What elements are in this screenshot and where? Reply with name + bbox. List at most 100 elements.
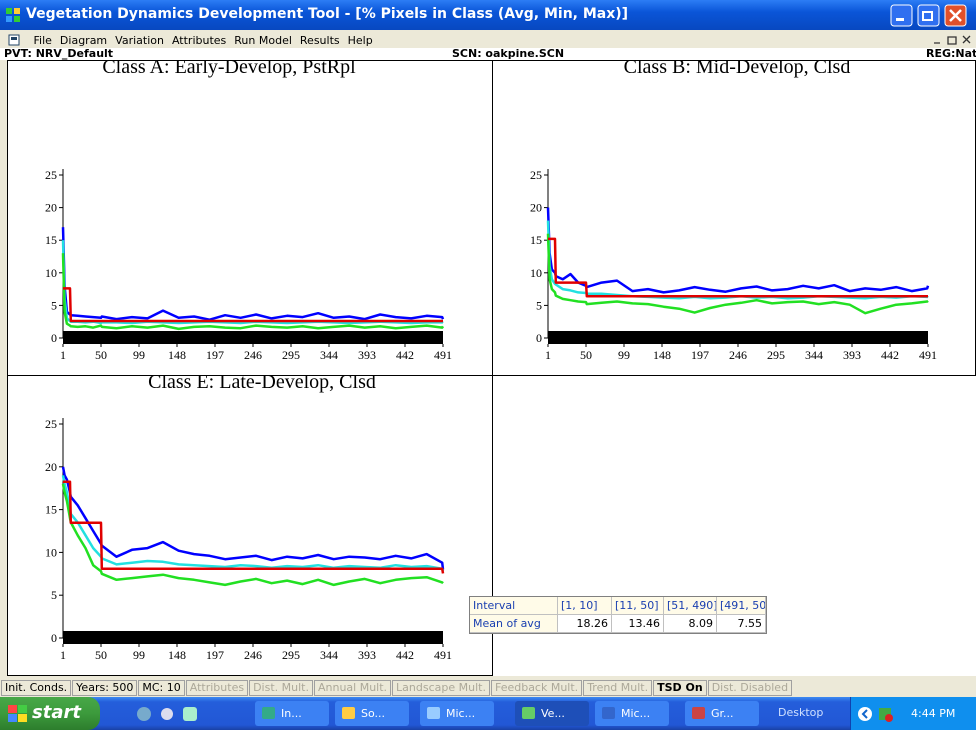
- y-tick-label: 10: [45, 266, 57, 280]
- taskbar-icon: [522, 707, 535, 719]
- taskbar-button-label: Mic...: [621, 707, 651, 720]
- icon-shape: [262, 707, 275, 719]
- y-tick-label: 5: [51, 298, 57, 312]
- taskbar-button[interactable]: Gr...: [685, 701, 759, 726]
- x-axis-band: [63, 631, 443, 644]
- x-tick-label: 197: [206, 648, 224, 662]
- series-line: [546, 207, 930, 294]
- y-tick-label: 25: [45, 417, 57, 431]
- x-tick-label: 148: [168, 348, 186, 362]
- quick-launch: [137, 707, 197, 721]
- menu-item[interactable]: Help: [347, 34, 373, 47]
- chart-title: Class A: Early-Develop, PstRpl: [102, 61, 356, 78]
- series-line: [546, 233, 929, 315]
- line-chart: Class B: Mid-Develop, Clsd 0 5 10 15 20 25 1 50 9…: [530, 61, 937, 362]
- minimize-button[interactable]: [890, 4, 913, 27]
- y-tick-label: 25: [45, 168, 57, 182]
- info-bar: PVT: NRV_Default SCN: oakpine.SCN REG:Na…: [0, 48, 976, 60]
- taskbar: start In... So... Mic... Ve... Mic... Gr... D…: [0, 697, 976, 730]
- status-tab: Landscape Mult.: [392, 680, 490, 696]
- status-tab: Attributes: [185, 680, 249, 696]
- table-header-cell: [11, 50]: [612, 597, 664, 615]
- y-tick-label: 0: [51, 631, 57, 645]
- chart-title: Class B: Mid-Develop, Clsd: [624, 61, 851, 78]
- taskbar-button-label: So...: [361, 707, 386, 720]
- status-tab[interactable]: Years: 500: [72, 680, 138, 696]
- x-tick-label: 442: [396, 348, 414, 362]
- taskbar-button-label: In...: [281, 707, 302, 720]
- x-tick-label: 344: [320, 648, 338, 662]
- restore-button[interactable]: [917, 4, 940, 27]
- x-tick-label: 295: [282, 648, 300, 662]
- windows-logo: [8, 705, 27, 722]
- status-bar: Init. Conds. Years: 500 MC: 10 Attributes Di…: [0, 678, 976, 697]
- table-cell: 7.55: [717, 615, 766, 633]
- taskbar-button-label: Ve...: [541, 707, 565, 720]
- taskbar-button[interactable]: Ve...: [515, 701, 589, 726]
- icon-shape: [692, 707, 705, 719]
- icon-shape: [522, 707, 535, 719]
- series-line: [61, 253, 445, 331]
- table-cell: 8.09: [664, 615, 717, 633]
- x-tick-label: 99: [133, 648, 145, 662]
- menu-bar: File Diagram Variation Attributes Run Model R…: [0, 30, 976, 48]
- pvt-label: PVT: NRV_Default: [4, 48, 114, 60]
- menu-item[interactable]: Variation: [115, 34, 164, 47]
- desktop-toolbar: Desktop: [778, 706, 824, 719]
- y-tick-label: 15: [45, 503, 57, 517]
- menu-item[interactable]: File: [33, 34, 52, 47]
- icon-shape: [342, 707, 355, 719]
- menu-item[interactable]: Run Model: [234, 34, 292, 47]
- taskbar-button[interactable]: In...: [255, 701, 329, 726]
- x-tick-label: 491: [434, 648, 452, 662]
- x-tick-label: 393: [843, 348, 861, 362]
- start-button[interactable]: start: [0, 697, 100, 730]
- x-tick-label: 50: [95, 348, 107, 362]
- table-header-cell: [1, 10]: [558, 597, 612, 615]
- y-tick-label: 20: [45, 201, 57, 215]
- taskbar-button[interactable]: So...: [335, 701, 409, 726]
- x-tick-label: 491: [434, 348, 452, 362]
- doc-icon: [8, 34, 20, 46]
- status-tab[interactable]: MC: 10: [138, 680, 185, 696]
- x-tick-label: 393: [358, 348, 376, 362]
- scn-label: SCN: oakpine.SCN: [452, 48, 565, 60]
- chart-title: Class E: Late-Develop, Clsd: [148, 376, 376, 393]
- x-tick-label: 344: [805, 348, 823, 362]
- series-line: [61, 240, 444, 325]
- table-header-cell: Interval: [470, 597, 558, 615]
- x-tick-label: 148: [168, 648, 186, 662]
- x-tick-label: 197: [691, 348, 709, 362]
- taskbar-icon: [342, 707, 355, 719]
- x-tick-label: 50: [95, 648, 107, 662]
- x-tick-label: 344: [320, 348, 338, 362]
- table-header-cell: [51, 490]: [664, 597, 717, 615]
- menu-item[interactable]: Attributes: [171, 34, 227, 47]
- taskbar-icon: [692, 707, 705, 719]
- x-tick-label: 148: [653, 348, 671, 362]
- taskbar-button-label: Gr...: [711, 707, 734, 720]
- x-tick-label: 50: [580, 348, 592, 362]
- reg-label: REG:Nati: [926, 48, 976, 60]
- y-tick-label: 20: [530, 201, 542, 215]
- menu-item[interactable]: Diagram: [59, 34, 108, 47]
- menu-item[interactable]: Results: [299, 34, 340, 47]
- x-tick-label: 442: [396, 648, 414, 662]
- series-line: [546, 220, 929, 300]
- x-tick-label: 393: [358, 648, 376, 662]
- x-tick-label: 246: [729, 348, 747, 362]
- status-tab: Feedback Mult.: [490, 680, 583, 696]
- interval-table: Interval [1, 10] [11, 50] [51, 490] [491, 50…: [469, 596, 767, 634]
- table-cell: Mean of avg: [470, 615, 558, 633]
- mdi-controls: [934, 35, 971, 45]
- x-axis-band: [548, 331, 928, 344]
- status-tab[interactable]: TSD On: [653, 680, 707, 696]
- taskbar-icon: [427, 707, 440, 719]
- taskbar-button[interactable]: Mic...: [595, 701, 669, 726]
- y-tick-label: 5: [51, 588, 57, 602]
- x-tick-label: 246: [244, 648, 262, 662]
- status-tab[interactable]: Init. Conds.: [1, 680, 72, 696]
- x-tick-label: 1: [60, 648, 66, 662]
- x-axis-band: [63, 331, 443, 344]
- taskbar-button[interactable]: Mic...: [420, 701, 494, 726]
